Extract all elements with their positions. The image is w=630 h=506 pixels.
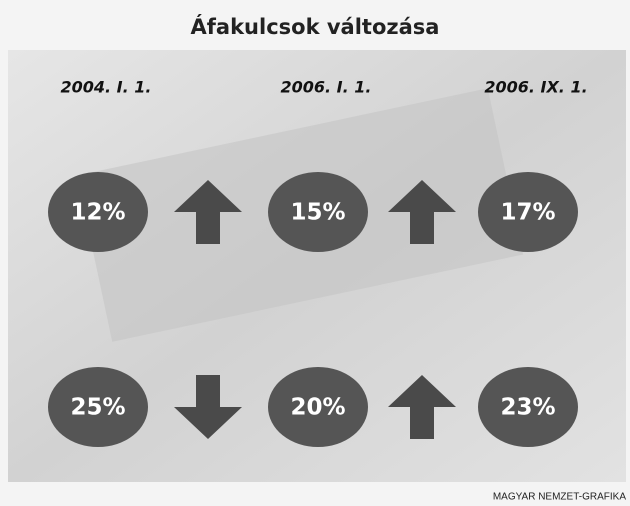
rate-value: 17% [500,200,555,226]
rate-ellipse [478,172,578,252]
arrow-down [174,375,242,439]
date-label: 2006. IX. 1. [484,78,587,97]
rate-ellipse [48,172,148,252]
rate-value: 12% [70,200,125,226]
rate-ellipse [268,367,368,447]
credit: MAGYAR NEMZET-GRAFIKA [493,492,626,503]
rate-value: 15% [290,200,345,226]
arrow-up [388,180,456,244]
rate-ellipse [268,172,368,252]
rate-value: 25% [70,395,125,421]
rate-value: 23% [500,395,555,421]
rate-ellipse [478,367,578,447]
content: 2004. I. 1. 2006. I. 1. 2006. IX. 1. 12% 15%… [48,78,588,447]
arrow-up [388,375,456,439]
rate-ellipse [48,367,148,447]
date-label: 2004. I. 1. [61,78,152,97]
date-label: 2006. I. 1. [281,78,372,97]
title: Áfakulcsok változása [191,14,440,39]
rate-value: 20% [290,395,345,421]
arrow-up [174,180,242,244]
